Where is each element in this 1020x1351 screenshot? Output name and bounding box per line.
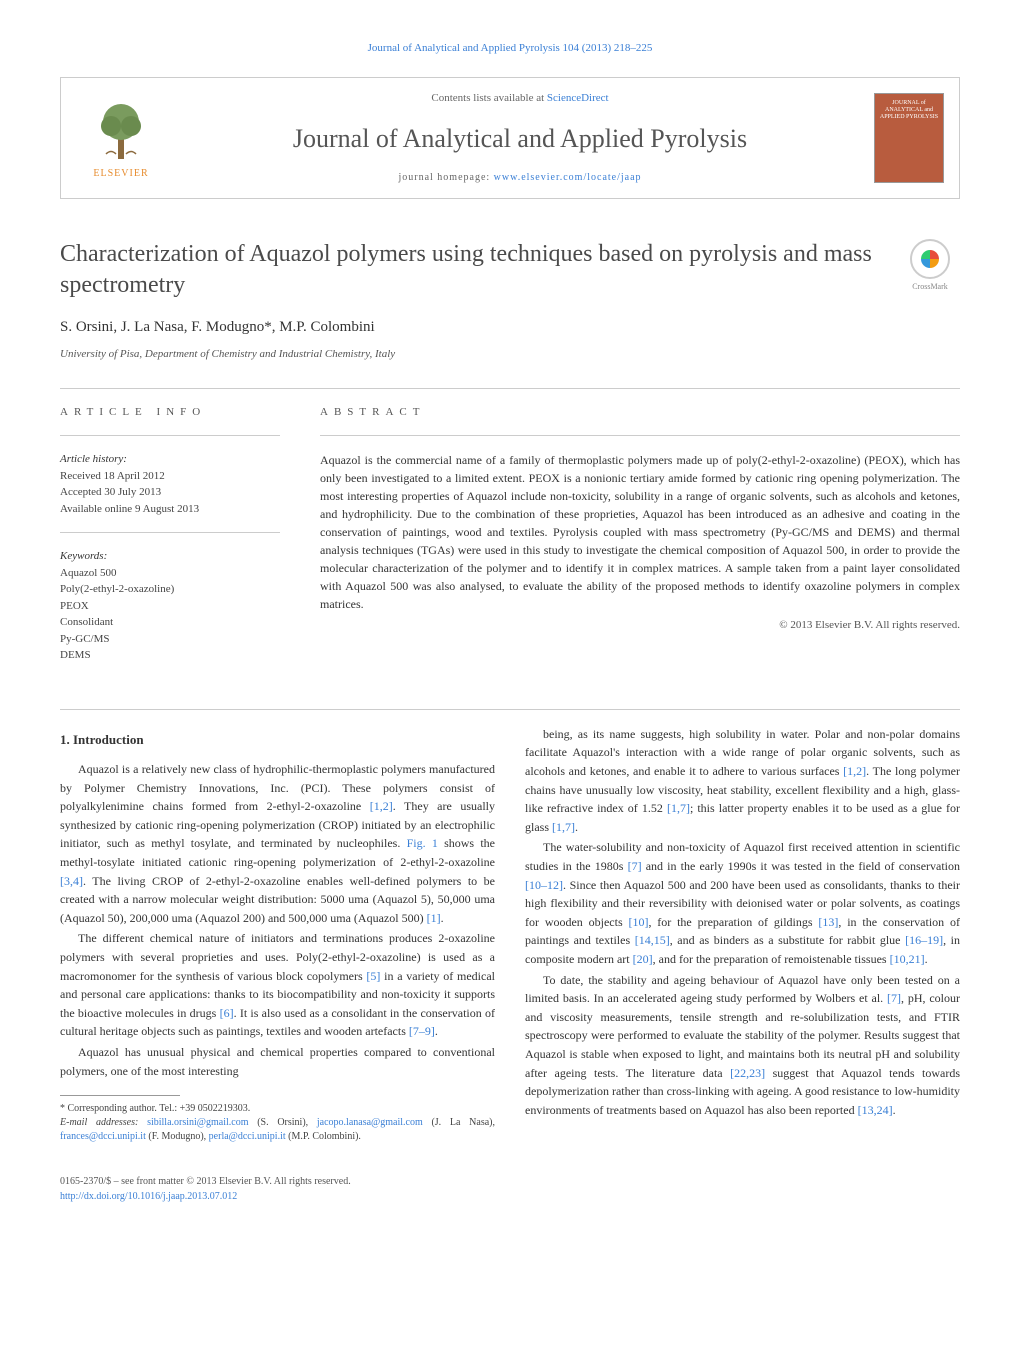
keyword: Consolidant — [60, 614, 280, 631]
affiliation: University of Pisa, Department of Chemis… — [60, 346, 960, 363]
keyword: Aquazol 500 — [60, 565, 280, 582]
page-footer: 0165-2370/$ – see front matter © 2013 El… — [60, 1174, 960, 1204]
intro-paragraph-6: To date, the stability and ageing behavi… — [525, 971, 960, 1120]
email-link[interactable]: perla@dcci.unipi.it — [209, 1131, 286, 1142]
article-info-sidebar: ARTICLE INFO Article history: Received 1… — [60, 404, 280, 679]
citation[interactable]: [1,2] — [843, 764, 866, 778]
issn-copyright: 0165-2370/$ – see front matter © 2013 El… — [60, 1174, 960, 1189]
divider — [60, 388, 960, 389]
keywords: Keywords: Aquazol 500 Poly(2-ethyl-2-oxa… — [60, 548, 280, 664]
cover-title: JOURNAL of ANALYTICAL and APPLIED PYROLY… — [879, 100, 939, 122]
citation[interactable]: [10] — [628, 915, 648, 929]
footnotes: * Corresponding author. Tel.: +39 050221… — [60, 1102, 495, 1144]
article-body: 1. Introduction Aquazol is a relatively … — [60, 725, 960, 1144]
email-link[interactable]: sibilla.orsini@gmail.com — [147, 1117, 248, 1128]
journal-cover-thumbnail: JOURNAL of ANALYTICAL and APPLIED PYROLY… — [874, 93, 944, 183]
intro-paragraph-5: The water-solubility and non-toxicity of… — [525, 838, 960, 968]
online-date: Available online 9 August 2013 — [60, 501, 280, 518]
citation[interactable]: [16–19] — [905, 933, 943, 947]
citation[interactable]: [10–12] — [525, 878, 563, 892]
doi-link[interactable]: http://dx.doi.org/10.1016/j.jaap.2013.07… — [60, 1191, 237, 1202]
citation[interactable]: [7–9] — [409, 1024, 435, 1038]
homepage-label: journal homepage: — [398, 172, 493, 183]
citation[interactable]: [7] — [628, 859, 642, 873]
history-heading: Article history: — [60, 451, 280, 468]
corresponding-author: * Corresponding author. Tel.: +39 050221… — [60, 1102, 495, 1116]
citation[interactable]: [13] — [818, 915, 838, 929]
accepted-date: Accepted 30 July 2013 — [60, 484, 280, 501]
citation[interactable]: [1,7] — [667, 801, 690, 815]
citation[interactable]: [1,7] — [552, 820, 575, 834]
journal-header: ELSEVIER Contents lists available at Sci… — [60, 77, 960, 199]
citation[interactable]: [22,23] — [730, 1066, 765, 1080]
abstract-copyright: © 2013 Elsevier B.V. All rights reserved… — [320, 617, 960, 634]
elsevier-label: ELSEVIER — [93, 166, 148, 181]
citation[interactable]: [3,4] — [60, 874, 83, 888]
keyword: DEMS — [60, 647, 280, 664]
keyword: Py-GC/MS — [60, 631, 280, 648]
journal-reference: Journal of Analytical and Applied Pyroly… — [60, 40, 960, 57]
journal-homepage: journal homepage: www.elsevier.com/locat… — [186, 170, 854, 185]
citation[interactable]: [14,15] — [635, 933, 670, 947]
footnote-separator — [60, 1095, 180, 1096]
journal-name: Journal of Analytical and Applied Pyroly… — [186, 119, 854, 158]
intro-paragraph-4: being, as its name suggests, high solubi… — [525, 725, 960, 837]
intro-paragraph-2: The different chemical nature of initiat… — [60, 929, 495, 1041]
article-title: Characterization of Aquazol polymers usi… — [60, 239, 880, 301]
email-link[interactable]: jacopo.lanasa@gmail.com — [317, 1117, 423, 1128]
email-link[interactable]: frances@dcci.unipi.it — [60, 1131, 146, 1142]
citation[interactable]: [6] — [220, 1006, 234, 1020]
article-history: Article history: Received 18 April 2012 … — [60, 451, 280, 517]
sciencedirect-link[interactable]: ScienceDirect — [547, 92, 609, 104]
author-list: S. Orsini, J. La Nasa, F. Modugno*, M.P.… — [60, 316, 960, 339]
elsevier-tree-icon — [86, 94, 156, 164]
figure-reference[interactable]: Fig. 1 — [407, 836, 438, 850]
crossmark-label: CrossMark — [912, 281, 948, 293]
citation[interactable]: [10,21] — [890, 952, 925, 966]
homepage-link[interactable]: www.elsevier.com/locate/jaap — [494, 172, 642, 183]
received-date: Received 18 April 2012 — [60, 468, 280, 485]
contents-available: Contents lists available at ScienceDirec… — [186, 90, 854, 107]
article-info-label: ARTICLE INFO — [60, 404, 280, 421]
intro-paragraph-1: Aquazol is a relatively new class of hyd… — [60, 760, 495, 927]
section-heading-introduction: 1. Introduction — [60, 730, 495, 750]
citation[interactable]: [7] — [887, 991, 901, 1005]
citation[interactable]: [1] — [427, 911, 441, 925]
contents-text: Contents lists available at — [431, 92, 546, 104]
keyword: PEOX — [60, 598, 280, 615]
intro-paragraph-3: Aquazol has unusual physical and chemica… — [60, 1043, 495, 1080]
keyword: Poly(2-ethyl-2-oxazoline) — [60, 581, 280, 598]
abstract-section: ABSTRACT Aquazol is the commercial name … — [320, 404, 960, 679]
citation[interactable]: [13,24] — [858, 1103, 893, 1117]
email-addresses: E-mail addresses: sibilla.orsini@gmail.c… — [60, 1116, 495, 1144]
citation[interactable]: [5] — [366, 969, 380, 983]
elsevier-logo: ELSEVIER — [76, 88, 166, 188]
abstract-label: ABSTRACT — [320, 404, 960, 421]
crossmark-badge[interactable]: CrossMark — [900, 239, 960, 299]
citation[interactable]: [1,2] — [370, 799, 393, 813]
keywords-heading: Keywords: — [60, 548, 280, 565]
crossmark-icon — [910, 239, 950, 279]
abstract-text: Aquazol is the commercial name of a fami… — [320, 451, 960, 613]
citation[interactable]: [20] — [633, 952, 653, 966]
